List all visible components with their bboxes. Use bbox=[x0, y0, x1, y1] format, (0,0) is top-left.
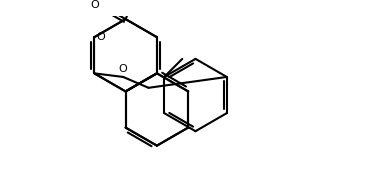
Text: O: O bbox=[90, 0, 99, 10]
Text: O: O bbox=[119, 64, 128, 74]
Text: O: O bbox=[96, 32, 105, 42]
